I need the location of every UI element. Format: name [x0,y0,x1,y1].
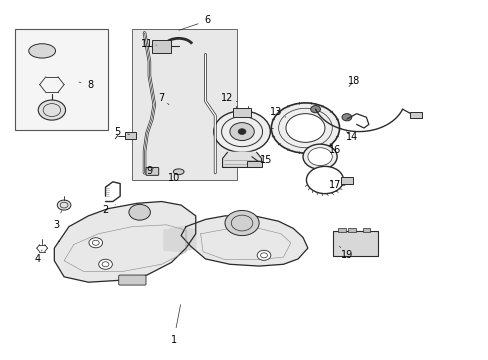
Ellipse shape [29,44,56,58]
Text: 18: 18 [347,76,360,87]
Polygon shape [181,216,307,266]
Circle shape [306,166,343,194]
FancyBboxPatch shape [332,231,377,256]
Circle shape [224,211,259,235]
FancyBboxPatch shape [347,228,355,232]
Text: 17: 17 [328,180,340,190]
Circle shape [285,114,325,142]
Text: 14: 14 [345,132,357,142]
FancyBboxPatch shape [233,108,250,117]
Circle shape [310,105,320,113]
Text: 19: 19 [339,246,352,260]
Circle shape [99,259,112,269]
Circle shape [57,200,71,210]
Circle shape [303,144,336,169]
FancyBboxPatch shape [152,40,171,53]
Text: 2: 2 [102,205,115,216]
FancyBboxPatch shape [246,161,261,167]
Text: 10: 10 [167,173,180,183]
Text: 12: 12 [221,93,237,103]
Text: 15: 15 [260,155,272,165]
Text: 13: 13 [269,107,285,117]
Text: 16: 16 [328,144,340,154]
FancyBboxPatch shape [146,167,158,175]
Circle shape [238,129,245,134]
Text: 7: 7 [158,93,168,105]
Text: 1: 1 [170,305,180,345]
FancyBboxPatch shape [337,228,345,232]
FancyBboxPatch shape [119,275,146,285]
Text: 3: 3 [54,211,61,230]
FancyBboxPatch shape [125,132,136,139]
Text: 5: 5 [114,127,129,136]
FancyBboxPatch shape [362,228,369,232]
Text: 6: 6 [179,15,210,30]
Polygon shape [54,202,195,282]
Circle shape [229,123,254,140]
FancyBboxPatch shape [15,30,108,130]
Text: 11: 11 [141,39,156,49]
Circle shape [89,238,102,248]
Text: 4: 4 [34,250,42,264]
FancyBboxPatch shape [132,30,237,180]
Circle shape [213,111,270,152]
Polygon shape [163,226,195,252]
Polygon shape [222,152,261,167]
Circle shape [307,148,331,166]
FancyBboxPatch shape [340,177,352,184]
Ellipse shape [173,169,183,175]
Text: 9: 9 [146,166,154,176]
Text: 8: 8 [79,80,94,90]
FancyBboxPatch shape [409,112,421,118]
Circle shape [129,204,150,220]
Circle shape [257,250,270,260]
Circle shape [38,100,65,120]
Circle shape [341,114,351,121]
Circle shape [271,103,339,153]
